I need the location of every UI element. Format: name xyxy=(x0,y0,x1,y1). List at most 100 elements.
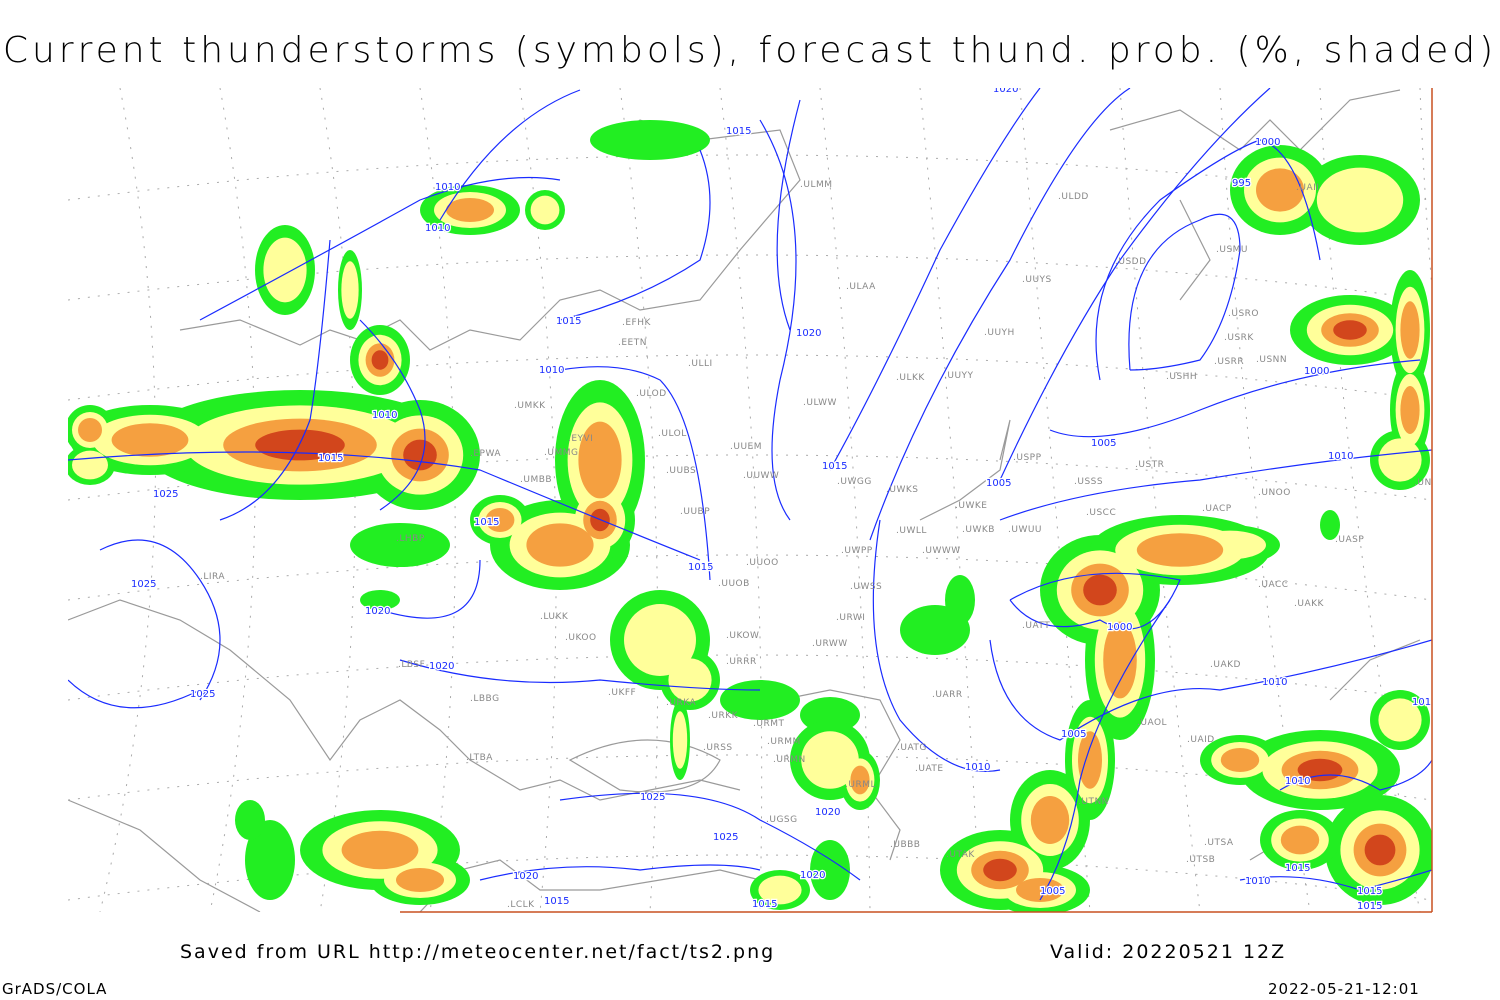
isobar-label: 1025 xyxy=(190,689,215,700)
station-label: .UNOO xyxy=(1258,488,1291,498)
station-label: .ULDD xyxy=(1058,192,1089,202)
probability-area-3 xyxy=(1078,731,1102,789)
station-label: .UTSA xyxy=(1204,838,1234,848)
station-label: .UWKB xyxy=(962,525,995,535)
isobar-label: 1015 xyxy=(544,896,569,907)
isobar-label: 1020 xyxy=(429,661,454,672)
station-label: .UGSG xyxy=(766,815,798,825)
station-label: .USRO xyxy=(1228,309,1259,319)
station-label: .USDD xyxy=(1115,257,1147,267)
isobar-line xyxy=(759,119,797,521)
station-label: .ULWW xyxy=(803,398,837,408)
isobar-label: 1025 xyxy=(640,792,665,803)
isobar-label: 1015 xyxy=(1285,863,1310,874)
probability-area-2 xyxy=(530,195,560,225)
probability-area-3 xyxy=(78,418,102,442)
station-label: .LTBA xyxy=(466,753,493,763)
isobar-label: 1010 xyxy=(1245,876,1270,887)
isobar-label: 1010 xyxy=(1262,677,1287,688)
station-labels: .ULMM .ULAA .EFHK .EETN .ULLI .ULOD .ULOL .UMKK… xyxy=(200,180,1432,910)
station-label: .UUOB xyxy=(718,579,750,589)
station-label: .UUYY xyxy=(944,371,974,381)
isobar-label: 1025 xyxy=(153,489,178,500)
station-label: .UUYH xyxy=(984,328,1015,338)
meridian-line xyxy=(99,88,157,912)
meridian-line xyxy=(719,88,763,912)
isobar-line xyxy=(68,679,201,709)
isobar-label: 1005 xyxy=(1091,438,1116,449)
isobar-line xyxy=(99,539,221,701)
isobar-label: 1010 xyxy=(965,762,990,773)
isobar-line xyxy=(379,559,481,619)
station-label: .URWI xyxy=(836,613,865,623)
lat-lon-grid xyxy=(68,88,1432,912)
probability-area-4 xyxy=(371,350,389,370)
station-label: .ULKK xyxy=(896,373,925,383)
station-label: .LBSF xyxy=(398,660,425,670)
isobar-label: 1020 xyxy=(815,807,840,818)
station-label: .UWKE xyxy=(955,501,987,511)
probability-area-3 xyxy=(1400,301,1420,359)
probability-area-3 xyxy=(526,523,594,567)
isobar-label: 1015 xyxy=(474,517,499,528)
isobar-line xyxy=(68,451,701,561)
station-label: .UUBS xyxy=(666,466,696,476)
isobar-label: 1010 xyxy=(539,365,564,376)
station-label: .USSS xyxy=(1074,477,1103,487)
station-label: .LBBG xyxy=(470,694,500,704)
isobar-label: 1015 xyxy=(318,453,343,464)
station-label: .ULAA xyxy=(846,282,876,292)
station-label: .USMU xyxy=(1216,245,1248,255)
isobar-label: 1000 xyxy=(1255,137,1280,148)
probability-area-4 xyxy=(1083,574,1117,606)
isobar-label: 1010 xyxy=(1285,776,1310,787)
software-credit: GrADS/COLA xyxy=(2,980,108,998)
probability-area-3 xyxy=(1103,621,1137,699)
isobar-label: 1020 xyxy=(800,870,825,881)
coastlines xyxy=(68,89,1421,912)
probability-area-2 xyxy=(1378,698,1422,742)
station-label: .LIRA xyxy=(200,572,225,582)
station-label: .ULOD xyxy=(636,389,667,399)
station-label: .UWWW xyxy=(922,546,961,556)
station-label: .UACP xyxy=(1202,504,1232,514)
probability-area-1 xyxy=(360,590,400,610)
isobar-label: 1010 xyxy=(425,223,450,234)
station-label: .UWPP xyxy=(841,546,873,556)
station-label: .UTAK xyxy=(946,850,975,860)
isobar-label: 1015 xyxy=(688,562,713,573)
coastline xyxy=(68,799,261,912)
isobar-line xyxy=(1128,213,1241,371)
station-label: .UMMG xyxy=(544,448,578,458)
station-label: .UMKK xyxy=(514,401,546,411)
isobar-label: 1000 xyxy=(1304,366,1329,377)
station-label: .USTR xyxy=(1135,460,1164,470)
station-label: .UASP xyxy=(1335,535,1364,545)
isobar-line xyxy=(1279,759,1432,791)
coastline xyxy=(179,119,801,351)
probability-area-2 xyxy=(801,731,859,789)
probability-area-4 xyxy=(1333,320,1367,340)
probability-area-3 xyxy=(578,421,622,499)
isobar-label: 1000 xyxy=(1107,622,1132,633)
map-title: Current thunderstorms (symbols), forecas… xyxy=(2,30,1498,71)
isobar-label: 1025 xyxy=(131,579,156,590)
station-label: .UWSS xyxy=(850,582,882,592)
station-label: .UUWW xyxy=(743,471,779,481)
station-label: .UWKS xyxy=(886,485,918,495)
station-label: .EYVI xyxy=(568,434,593,444)
station-label: .UARR xyxy=(932,690,963,700)
probability-area-2 xyxy=(624,604,696,676)
station-label: .UUYS xyxy=(1022,275,1052,285)
isobar-label: 1020 xyxy=(796,328,821,339)
isobar-label: 1010 xyxy=(1328,451,1353,462)
coastline xyxy=(1109,89,1401,151)
station-label: .URKA xyxy=(666,698,696,708)
coastline xyxy=(568,739,721,793)
station-label: .UKFF xyxy=(608,688,636,698)
coastline xyxy=(1329,639,1421,701)
station-label: .UKOW xyxy=(726,631,759,641)
station-label: .UUEM xyxy=(730,442,762,452)
station-label: .USRR xyxy=(1214,357,1244,367)
